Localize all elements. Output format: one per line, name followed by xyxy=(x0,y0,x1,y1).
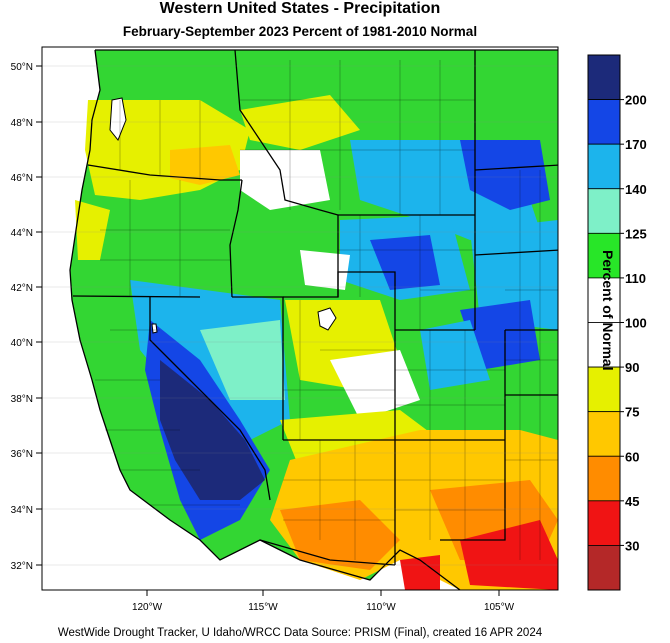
lat-label-32: 32°N xyxy=(11,561,33,572)
border-nd-sd xyxy=(474,164,558,171)
border-id-mt xyxy=(234,49,339,216)
patch-red-border xyxy=(400,555,440,590)
patch-yellow-idaho xyxy=(240,95,360,150)
border-sd-ne xyxy=(474,249,558,256)
border-ut-wy xyxy=(283,271,396,330)
lon-label-110: 110°W xyxy=(366,602,396,613)
colorbar-labels: 200 170 140 125 110 100 90 75 60 45 30 xyxy=(625,93,647,554)
colorbar-tick-label: 75 xyxy=(625,405,639,420)
latitude-labels: 50°N 48°N 46°N 44°N 42°N 40°N 38°N 36°N … xyxy=(11,62,33,572)
map-body xyxy=(42,47,558,590)
patch-lightblue-dakota xyxy=(470,220,558,330)
patch-white-utah xyxy=(330,350,420,420)
colorbar-title: Percent of Normal xyxy=(600,250,616,371)
patch-lightblue-nevada xyxy=(130,280,290,450)
axis-ticks xyxy=(36,65,500,596)
lat-label-50: 50°N xyxy=(11,62,33,73)
border-nm-tx xyxy=(440,440,506,541)
patch-navy-california xyxy=(160,360,265,500)
colorbar-tick-label: 100 xyxy=(625,316,647,331)
colorbar-swatch xyxy=(587,545,621,591)
lon-label-120: 120°W xyxy=(132,602,163,613)
colorbar xyxy=(587,54,624,591)
lat-label-46: 46°N xyxy=(11,173,33,184)
patch-red-texas xyxy=(460,520,558,590)
patch-yellow-oregon-coast xyxy=(75,200,110,260)
state-borders xyxy=(69,49,558,590)
puget-sound xyxy=(109,97,127,141)
patch-blue-wyoming xyxy=(370,235,440,290)
precipitation-patches xyxy=(75,95,558,590)
colorbar-swatch xyxy=(587,54,621,100)
border-or-ca xyxy=(72,295,201,298)
lake-tahoe xyxy=(151,323,158,334)
lon-label-115: 115°W xyxy=(248,602,278,613)
lat-label-34: 34°N xyxy=(11,505,33,516)
lat-label-36: 36°N xyxy=(11,449,33,460)
colorbar-tick-label: 60 xyxy=(625,449,639,464)
colorbar-tick-label: 45 xyxy=(625,494,639,509)
patch-lightblue-colorado xyxy=(420,320,490,390)
great-salt-lake xyxy=(317,307,337,331)
map-frame xyxy=(41,46,559,591)
border-wa-or xyxy=(87,164,242,181)
mexico-border xyxy=(259,539,396,566)
footer-credit: WestWide Drought Tracker, U Idaho/WRCC D… xyxy=(57,627,543,639)
longitude-labels: 120°W 115°W 110°W 105°W xyxy=(132,602,515,613)
colorbar-swatch xyxy=(587,277,621,323)
patch-white-central xyxy=(300,250,350,290)
colorbar-tick-label: 170 xyxy=(625,137,647,152)
colorbar-tick-label: 200 xyxy=(625,93,647,108)
lat-label-38: 38°N xyxy=(11,394,33,405)
colorbar-swatch xyxy=(587,99,621,145)
colorbar-tick-label: 140 xyxy=(625,182,647,197)
border-ca-nv xyxy=(149,297,271,501)
lat-label-44: 44°N xyxy=(11,228,33,239)
patch-blue-montana xyxy=(460,140,550,210)
county-lines xyxy=(95,60,558,560)
patch-orange-arizona xyxy=(280,500,400,570)
colorbar-swatch xyxy=(587,188,621,234)
colorbar-tick-label: 110 xyxy=(625,271,646,286)
patch-aqua-nevada xyxy=(200,320,285,400)
colorbar-swatch xyxy=(587,500,621,546)
lat-label-42: 42°N xyxy=(11,283,33,294)
lon-label-105: 105°W xyxy=(484,602,515,613)
colorbar-tick-label: 125 xyxy=(625,226,647,241)
patch-white-idaho xyxy=(240,150,330,210)
lat-label-40: 40°N xyxy=(11,338,33,349)
colorbar-swatch xyxy=(587,455,621,502)
colorbar-tick-label: 90 xyxy=(625,360,639,375)
border-or-id xyxy=(229,179,243,298)
graticule xyxy=(42,65,558,566)
colorbar-tick-label: 30 xyxy=(625,538,639,553)
colorbar-swatch xyxy=(587,143,621,190)
map-subtitle: February-September 2023 Percent of 1981-… xyxy=(122,24,478,39)
coastline xyxy=(69,49,461,590)
patch-orange-washington xyxy=(170,145,240,185)
colorbar-swatch xyxy=(587,411,621,457)
map-title: Western United States - Precipitation xyxy=(159,0,441,17)
lat-label-48: 48°N xyxy=(11,118,33,129)
colorbar-swatch xyxy=(587,366,621,413)
